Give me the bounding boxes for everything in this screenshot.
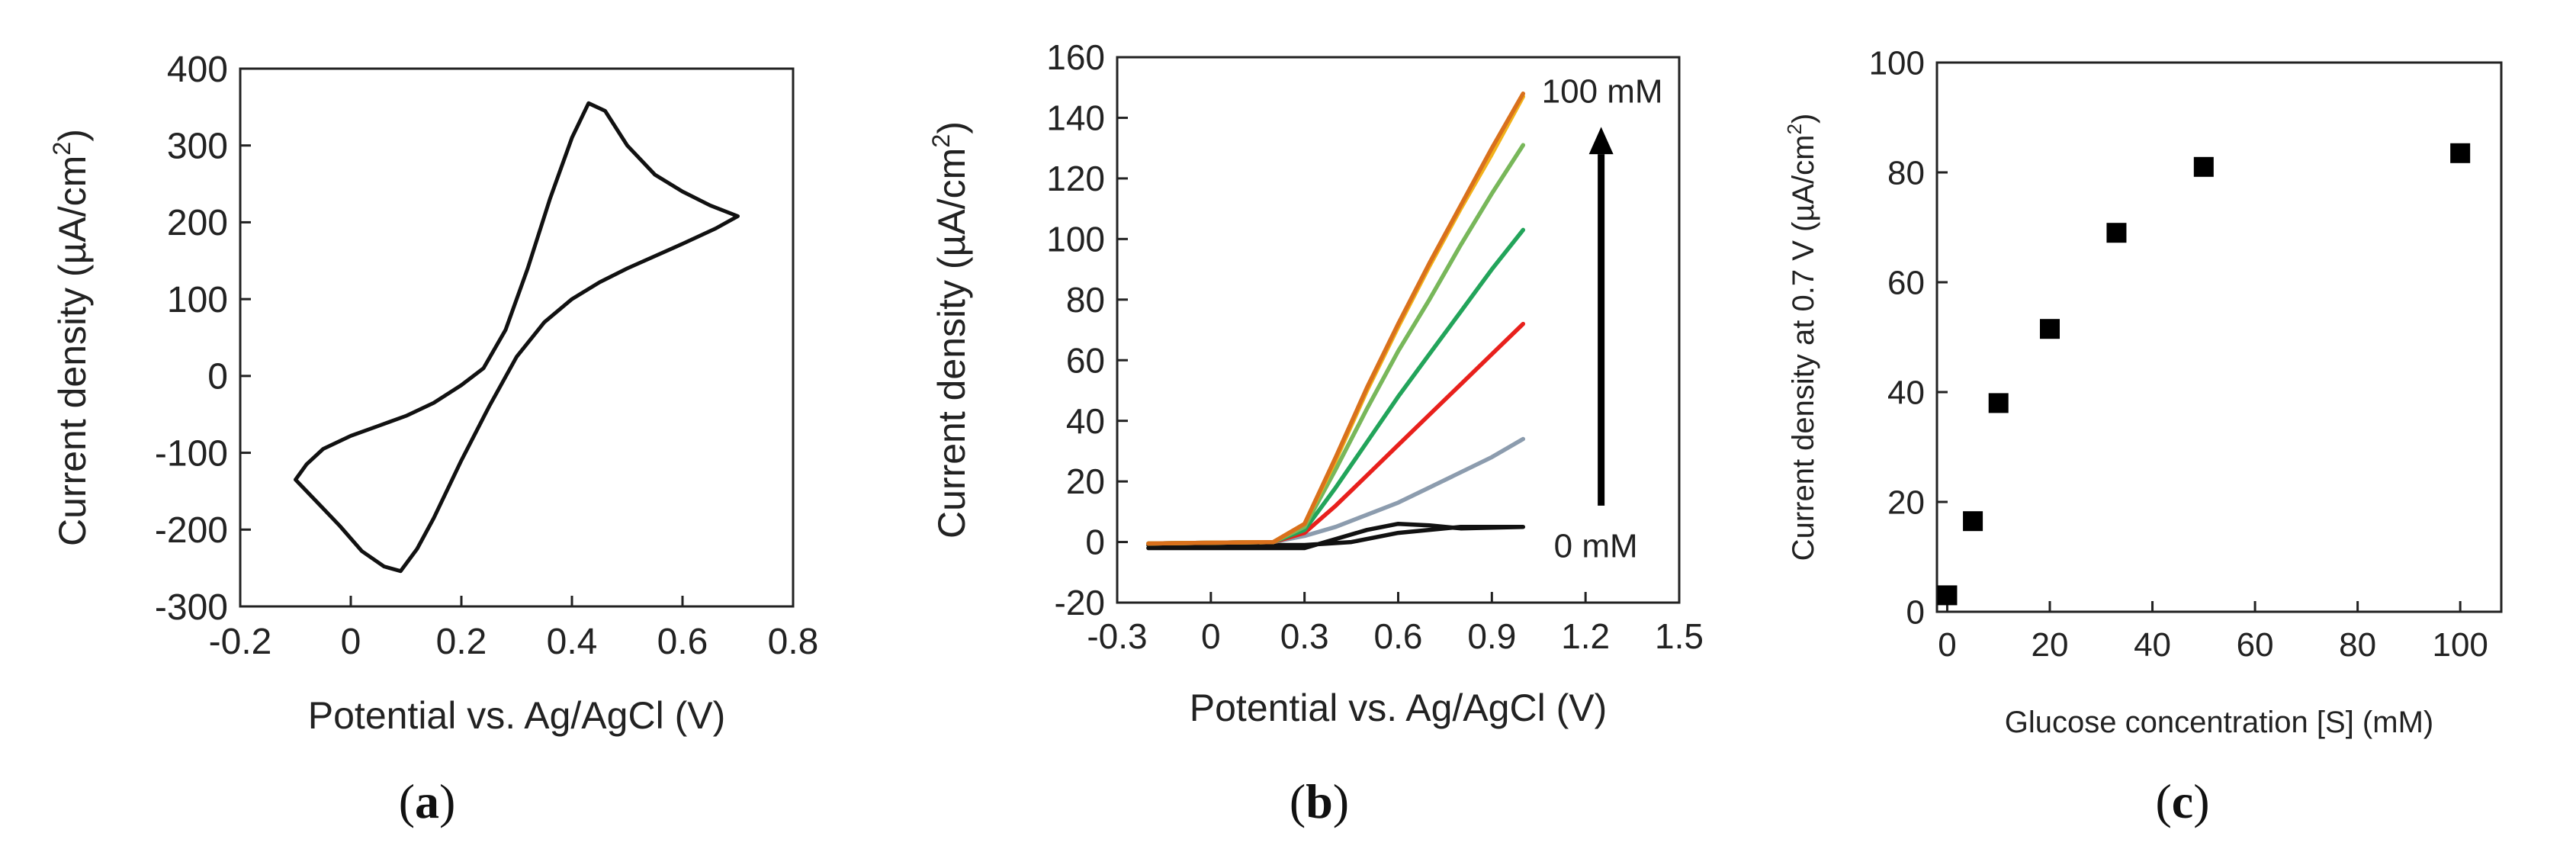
y-tick-label: 0 [1085,523,1105,562]
x-tick-label: 80 [2339,626,2376,664]
y-tick-label: 100 [1869,44,1925,82]
y-axis-title: Current density (µA/cm2) [48,129,94,546]
x-tick-label: -0.3 [1087,616,1147,656]
series-line-20-mm [1146,227,1526,546]
y-tick-label: -100 [155,433,228,474]
y-tick-label: 20 [1887,484,1925,521]
y-tick-label: 100 [1046,219,1105,259]
x-tick-label: 60 [2237,626,2274,664]
x-tick-label: 40 [2134,626,2171,664]
x-tick-label: 0.9 [1467,616,1516,656]
y-tick-label: 120 [1046,159,1105,198]
plot-frame [239,67,795,608]
series-line-30-mm [1146,143,1526,546]
x-tick-label: 1.5 [1655,616,1704,656]
y-tick-label: 80 [1066,280,1105,320]
y-tick-label: -300 [155,587,228,628]
x-tick-label: 100 [2432,626,2488,664]
x-axis-title: Glucose concentration [S] (mM) [2005,706,2433,739]
concentration-arrow-head [1588,127,1614,155]
y-axis-title: Current density at 0.7 V (µA/cm2) [1783,114,1820,561]
x-tick-label: 0 [1201,616,1221,656]
x-tick-label: 0.3 [1280,616,1329,656]
x-tick-label: 0 [1938,626,1956,664]
series-line-10-mm [1146,321,1526,546]
data-point [1937,585,1958,606]
panel-c: 0 20 40 60 80 100 0 20 40 60 80 100 Glucose concentr… [1783,44,2503,828]
series-line-100-mm [1146,91,1526,546]
series-line-0-mm [1146,521,1526,551]
series-line-cv [294,101,740,574]
y-tick-label: 160 [1046,37,1105,77]
x-tick-label: 20 [2032,626,2069,664]
data-point [2040,319,2060,339]
annotation-bottom: 0 mM [1554,528,1638,565]
x-tick-label: 0.4 [547,622,598,662]
x-tick-label: 0 [341,622,361,662]
series-line-50-mm [1146,94,1526,546]
y-tick-label: 60 [1066,340,1105,380]
data-point [2450,143,2471,163]
panel-label: (a) [399,774,456,828]
x-axis-title: Potential vs. Ag/AgCl (V) [308,694,725,737]
panel-label: (b) [1290,774,1349,828]
y-tick-label: 300 [167,127,228,167]
x-tick-label: -0.2 [209,622,272,662]
panel-a: -0.2 0 0.2 0.4 0.6 0.8 -300 -200 -100 0 100 200 300 4… [48,50,818,828]
y-tick-label: 20 [1066,461,1105,501]
data-point [2106,223,2127,243]
x-axis-title: Potential vs. Ag/AgCl (V) [1190,687,1607,729]
y-tick-label: 40 [1887,374,1925,411]
y-tick-label: 40 [1066,401,1105,441]
plot-frame [1935,61,2503,613]
panel-label: (c) [2155,774,2209,828]
data-point [1963,511,1983,532]
y-tick-label: 0 [207,357,228,397]
y-axis-title: Current density (µA/cm2) [927,121,973,539]
panel-b: -0.3 0 0.3 0.6 0.9 1.2 1.5 -20 0 20 40 60 80 100 120 14… [927,37,1704,828]
y-tick-label: 80 [1887,154,1925,191]
data-point [2193,156,2214,177]
x-tick-label: 0.6 [657,622,708,662]
x-tick-label: 0.8 [768,622,819,662]
y-tick-label: -200 [155,510,228,551]
y-tick-label: 100 [167,280,228,320]
y-tick-label: 0 [1906,593,1925,631]
x-tick-label: 0.6 [1374,616,1423,656]
data-point [1988,393,2009,413]
y-tick-label: 200 [167,203,228,243]
y-tick-label: -20 [1055,583,1105,622]
x-tick-label: 1.2 [1561,616,1610,656]
y-tick-label: 400 [167,50,228,90]
y-tick-label: 140 [1046,98,1105,138]
x-tick-label: 0.2 [436,622,487,662]
y-tick-label: 60 [1887,264,1925,301]
annotation-top: 100 mM [1542,73,1663,111]
